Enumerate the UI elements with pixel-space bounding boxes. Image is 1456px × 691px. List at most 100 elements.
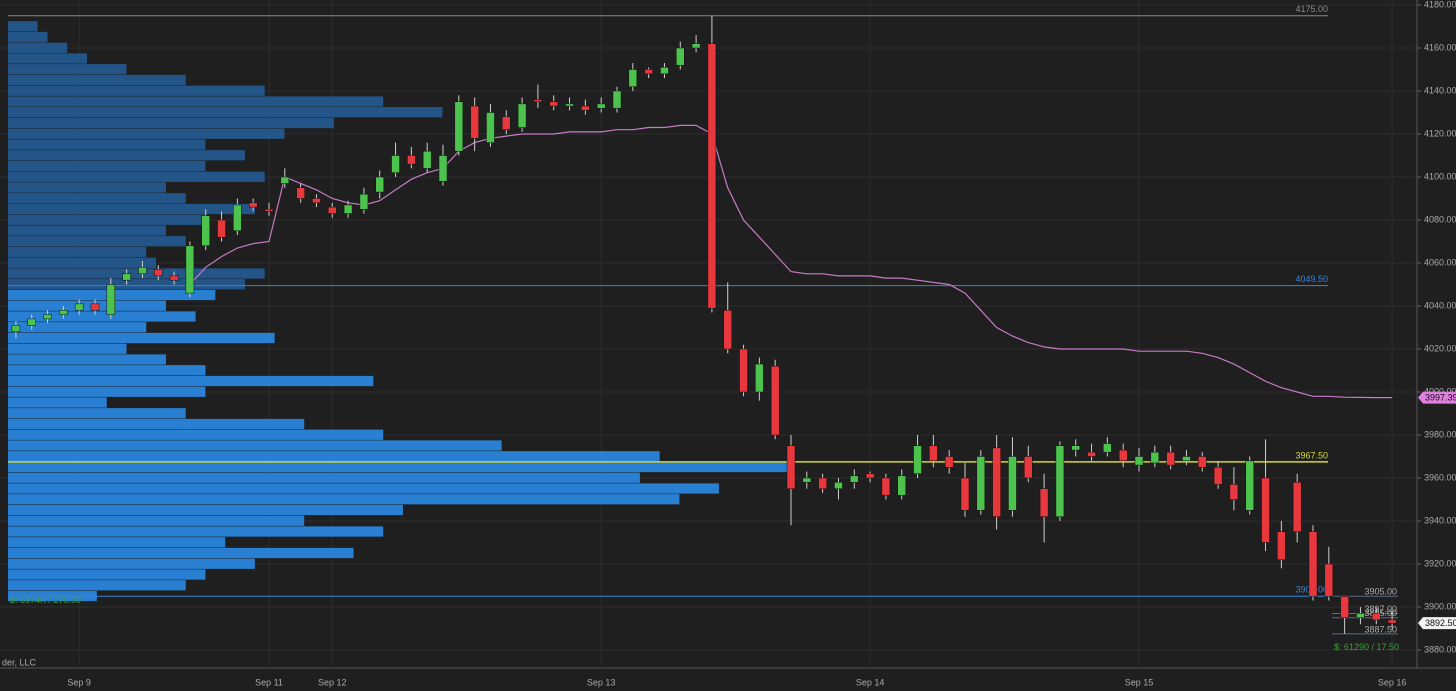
profile-bar xyxy=(8,21,38,32)
profile-bar xyxy=(8,332,275,344)
profile-bar xyxy=(8,483,719,494)
profile-bar xyxy=(8,171,265,182)
candle-body xyxy=(407,155,416,165)
candle-body xyxy=(944,456,954,468)
profile-bar xyxy=(8,85,265,96)
candle-body xyxy=(723,310,732,350)
candle-body xyxy=(438,155,448,182)
candle-body xyxy=(1277,531,1286,560)
profile-bar xyxy=(8,203,255,215)
candle-body xyxy=(881,477,891,496)
candle-body xyxy=(755,363,764,393)
x-tick-label: Sep 14 xyxy=(856,677,885,687)
candle-body xyxy=(1055,445,1065,517)
level-label: 3967.50 xyxy=(1295,450,1328,460)
candle-body xyxy=(549,101,558,107)
profile-label: $: 6974K / 270.00 xyxy=(10,595,81,605)
candle-body xyxy=(739,348,748,393)
candle-body xyxy=(359,193,369,210)
candle-body xyxy=(1087,451,1096,457)
y-tick-label: 3980.00 xyxy=(1424,429,1456,439)
profile-bar xyxy=(8,440,502,451)
candle-body xyxy=(976,456,986,511)
candle-body xyxy=(612,90,622,109)
candle-body xyxy=(1150,451,1160,464)
y-tick-label: 4080.00 xyxy=(1424,214,1456,224)
profile-bar xyxy=(8,408,186,419)
candle-body xyxy=(1071,445,1080,451)
profile-bar xyxy=(8,214,206,225)
price-tag xyxy=(1418,391,1456,404)
candle-body xyxy=(27,318,36,326)
candle-body xyxy=(1245,460,1254,511)
profile-bar xyxy=(8,96,384,107)
candle-body xyxy=(280,176,290,184)
level-label: 4049.50 xyxy=(1295,274,1328,284)
candle-body xyxy=(264,209,274,212)
x-tick-label: Sep 12 xyxy=(318,677,347,687)
profile-bar xyxy=(8,418,305,430)
profile-bar xyxy=(8,580,186,591)
profile-bar xyxy=(8,558,255,569)
mini-level-label: 3897.00 xyxy=(1364,604,1397,614)
candle-body xyxy=(802,477,812,483)
candle-body xyxy=(960,477,970,511)
candle-body xyxy=(865,473,875,479)
profile-bar xyxy=(8,547,354,559)
y-tick-label: 4140.00 xyxy=(1424,85,1456,95)
profile-bar xyxy=(8,386,206,397)
candle-body xyxy=(486,112,495,143)
candle-body xyxy=(834,482,843,489)
candle-body xyxy=(581,105,590,111)
profile-bar xyxy=(8,494,680,505)
candle-body xyxy=(517,103,527,128)
candle-body xyxy=(1182,456,1191,462)
candle-body xyxy=(1387,619,1397,624)
x-tick-label: Sep 15 xyxy=(1125,677,1154,687)
candle-body xyxy=(154,269,163,277)
x-tick-label: Sep 11 xyxy=(255,677,283,687)
profile-bar xyxy=(8,322,147,333)
y-tick-label: 3920.00 xyxy=(1424,558,1456,568)
profile-bar xyxy=(8,74,186,86)
candle-body xyxy=(11,325,21,333)
profile-bar xyxy=(8,429,384,440)
profile-bar xyxy=(8,64,127,75)
y-tick-label: 4020.00 xyxy=(1424,343,1456,353)
profile-bar xyxy=(8,150,245,161)
profile-bar xyxy=(8,537,226,548)
candle-body xyxy=(628,69,638,87)
candle-body xyxy=(343,204,353,214)
vwap-line xyxy=(189,124,1393,399)
candle-body xyxy=(328,206,337,214)
profile-bar xyxy=(8,193,186,204)
candle-body xyxy=(90,303,100,311)
candle-body xyxy=(992,447,1001,517)
candle-body xyxy=(691,43,701,49)
candle-body xyxy=(1024,456,1033,479)
candle-body xyxy=(470,105,479,139)
candle-body xyxy=(565,103,574,107)
candle-body xyxy=(312,198,321,204)
profile-bar xyxy=(8,526,384,537)
y-tick-label: 4180.00 xyxy=(1424,0,1456,9)
profile-bar xyxy=(8,128,285,139)
candle-body xyxy=(391,155,400,173)
candle-body xyxy=(1340,596,1349,618)
profile-bar xyxy=(8,268,265,279)
profile-bar xyxy=(8,311,196,322)
profile-bar xyxy=(8,31,48,43)
candle-body xyxy=(422,150,432,169)
mini-level-label: 3905.00 xyxy=(1364,587,1397,597)
candle-body xyxy=(1103,443,1112,453)
candle-body xyxy=(185,245,195,294)
profile-bar xyxy=(8,42,68,53)
profile-bar xyxy=(8,182,166,193)
mini-level-label: 3887.50 xyxy=(1364,624,1397,634)
candle-body xyxy=(929,445,938,462)
profile-label: $: 61290 / 17.50 xyxy=(1334,642,1399,652)
price-tag-label: 3892.50 xyxy=(1425,618,1456,628)
profile-bar xyxy=(8,375,374,387)
